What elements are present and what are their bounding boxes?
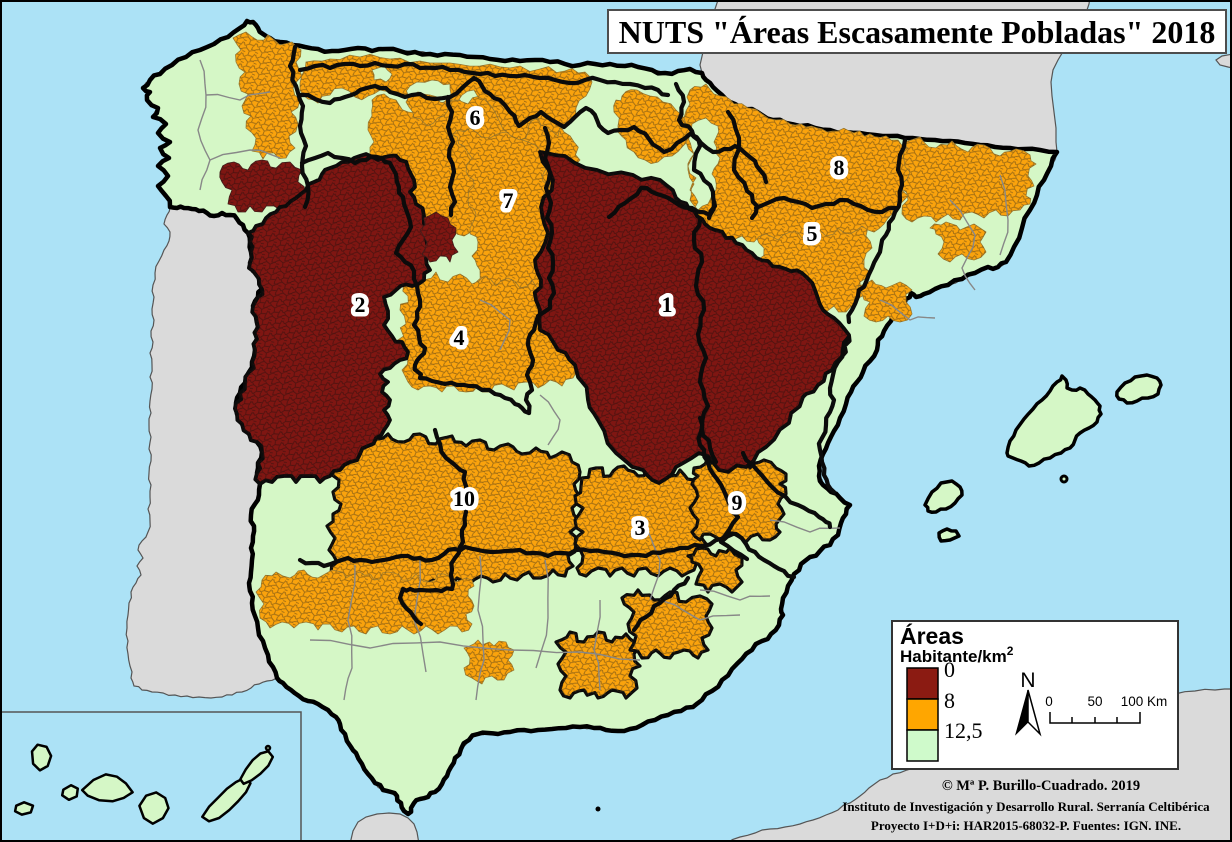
svg-text:0: 0 (944, 657, 955, 682)
svg-text:2: 2 (355, 292, 366, 317)
svg-text:9: 9 (732, 490, 743, 515)
svg-text:9: 9 (732, 490, 743, 515)
svg-text:8: 8 (834, 155, 845, 180)
svg-text:0: 0 (1045, 694, 1053, 709)
svg-text:1: 1 (662, 292, 673, 317)
svg-text:4: 4 (454, 325, 465, 350)
svg-text:5: 5 (807, 221, 818, 246)
svg-text:Áreas: Áreas (900, 622, 964, 649)
svg-text:Proyecto I+D+i: HAR2015-68032-: Proyecto I+D+i: HAR2015-68032-P. Fuentes… (871, 818, 1181, 833)
svg-text:Habitante/km2: Habitante/km2 (900, 644, 1014, 666)
svg-text:4: 4 (454, 325, 465, 350)
svg-text:N: N (1020, 669, 1035, 692)
svg-text:12,5: 12,5 (944, 718, 983, 743)
svg-text:8: 8 (944, 688, 955, 713)
svg-text:6: 6 (470, 105, 481, 130)
svg-text:8: 8 (834, 155, 845, 180)
svg-text:3: 3 (635, 515, 646, 540)
svg-text:10: 10 (453, 486, 475, 511)
svg-text:1: 1 (662, 292, 673, 317)
svg-text:50: 50 (1087, 694, 1102, 709)
svg-text:NUTS "Áreas Escasamente Poblad: NUTS "Áreas Escasamente Pobladas" 2018 (619, 14, 1216, 50)
svg-text:Instituto de Investigación y D: Instituto de Investigación y Desarrollo … (842, 799, 1210, 814)
svg-text:5: 5 (807, 221, 818, 246)
svg-text:100 Km: 100 Km (1121, 694, 1168, 709)
svg-text:6: 6 (470, 105, 481, 130)
svg-text:3: 3 (635, 515, 646, 540)
svg-text:10: 10 (453, 486, 475, 511)
svg-text:7: 7 (503, 188, 514, 213)
svg-text:7: 7 (503, 188, 514, 213)
svg-text:© Mª P. Burillo-Cuadrado. 2019: © Mª P. Burillo-Cuadrado. 2019 (942, 778, 1140, 794)
svg-text:2: 2 (355, 292, 366, 317)
